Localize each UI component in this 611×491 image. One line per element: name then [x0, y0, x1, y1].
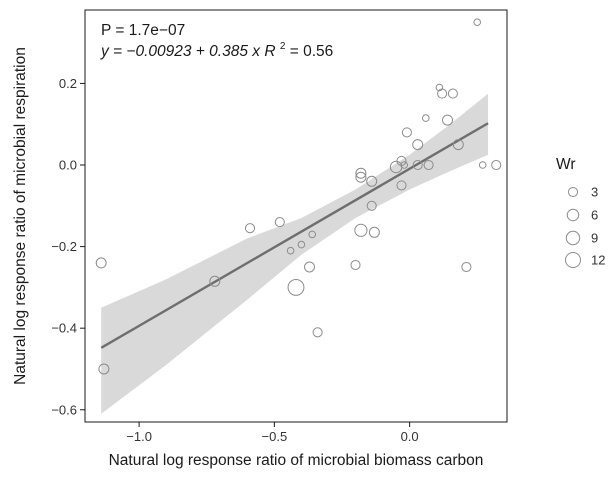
y-tick-label: 0.2: [59, 76, 77, 91]
legend-key-circle: [566, 208, 580, 222]
x-tick-label: 0.0: [401, 429, 419, 444]
legend-key-circle: [565, 230, 581, 246]
data-point: [355, 171, 367, 183]
data-point: [350, 259, 361, 271]
data-point: [366, 175, 378, 187]
data-point: [98, 363, 110, 375]
data-point: [368, 226, 380, 238]
data-point: [95, 257, 107, 269]
y-tick-label: −0.2: [51, 239, 77, 254]
x-axis-title: Natural log response ratio of microbial …: [109, 452, 484, 469]
confidence-band: [101, 93, 489, 414]
data-point: [442, 114, 453, 126]
data-point: [396, 180, 407, 191]
equation-text: y = −0.00923 + 0.385 x: [100, 43, 261, 60]
data-point: [396, 155, 407, 166]
data-point: [400, 161, 409, 169]
data-point: [478, 161, 487, 169]
y-axis-title: Natural log response ratio of microbial …: [12, 47, 29, 385]
data-point: [274, 217, 285, 228]
x-tick-label: −0.5: [262, 429, 288, 444]
data-point: [437, 88, 448, 99]
data-point: [452, 139, 464, 151]
data-point: [308, 230, 317, 239]
points-layer: [95, 18, 502, 375]
data-point: [447, 88, 458, 99]
legend-title: Wr: [556, 156, 576, 173]
legend-key-label: 3: [591, 185, 598, 200]
x-axis-ticks: −1.0 −0.5 0.0: [126, 422, 419, 444]
data-point: [412, 159, 423, 171]
legend-key-label: 6: [591, 208, 598, 223]
legend-key-circle: [567, 186, 579, 198]
y-tick-label: −0.4: [51, 321, 77, 336]
legend-key-circle: [565, 252, 581, 268]
r-squared-label: R: [264, 43, 275, 60]
data-point: [286, 246, 295, 255]
data-point: [366, 200, 377, 211]
data-point: [461, 261, 472, 273]
plot-panel-border: [84, 9, 508, 423]
legend-key-label: 9: [591, 231, 598, 246]
r-squared-superscript: 2: [280, 41, 286, 52]
data-point: [354, 223, 368, 237]
fit-line-layer: [100, 122, 489, 349]
data-point: [435, 83, 444, 92]
data-point: [244, 223, 256, 234]
size-legend: Wr 3 6 9 12: [556, 156, 605, 268]
data-point: [312, 327, 323, 338]
data-point: [304, 261, 315, 273]
y-axis-ticks: −0.6 −0.4 −0.2 0.0 0.2: [51, 76, 85, 417]
regression-line: [100, 122, 489, 349]
data-point: [355, 167, 367, 179]
regression-equation: y = −0.00923 + 0.385 x R 2 = 0.56: [100, 36, 333, 60]
y-tick-label: 0.0: [59, 158, 77, 173]
data-point: [297, 240, 306, 249]
p-value-annotation: P = 1.7e−07: [101, 22, 185, 39]
data-point: [287, 278, 305, 296]
legend-key-label: 12: [591, 253, 605, 268]
r-squared-value: = 0.56: [290, 43, 334, 60]
confidence-band-layer: [101, 93, 489, 414]
y-tick-label: −0.6: [51, 402, 77, 417]
data-point: [491, 159, 502, 171]
data-point: [401, 127, 412, 138]
data-point: [423, 159, 434, 171]
x-tick-label: −1.0: [126, 429, 152, 444]
data-point: [412, 139, 424, 151]
data-point: [473, 18, 482, 27]
data-point: [422, 114, 430, 122]
data-point: [209, 275, 221, 287]
